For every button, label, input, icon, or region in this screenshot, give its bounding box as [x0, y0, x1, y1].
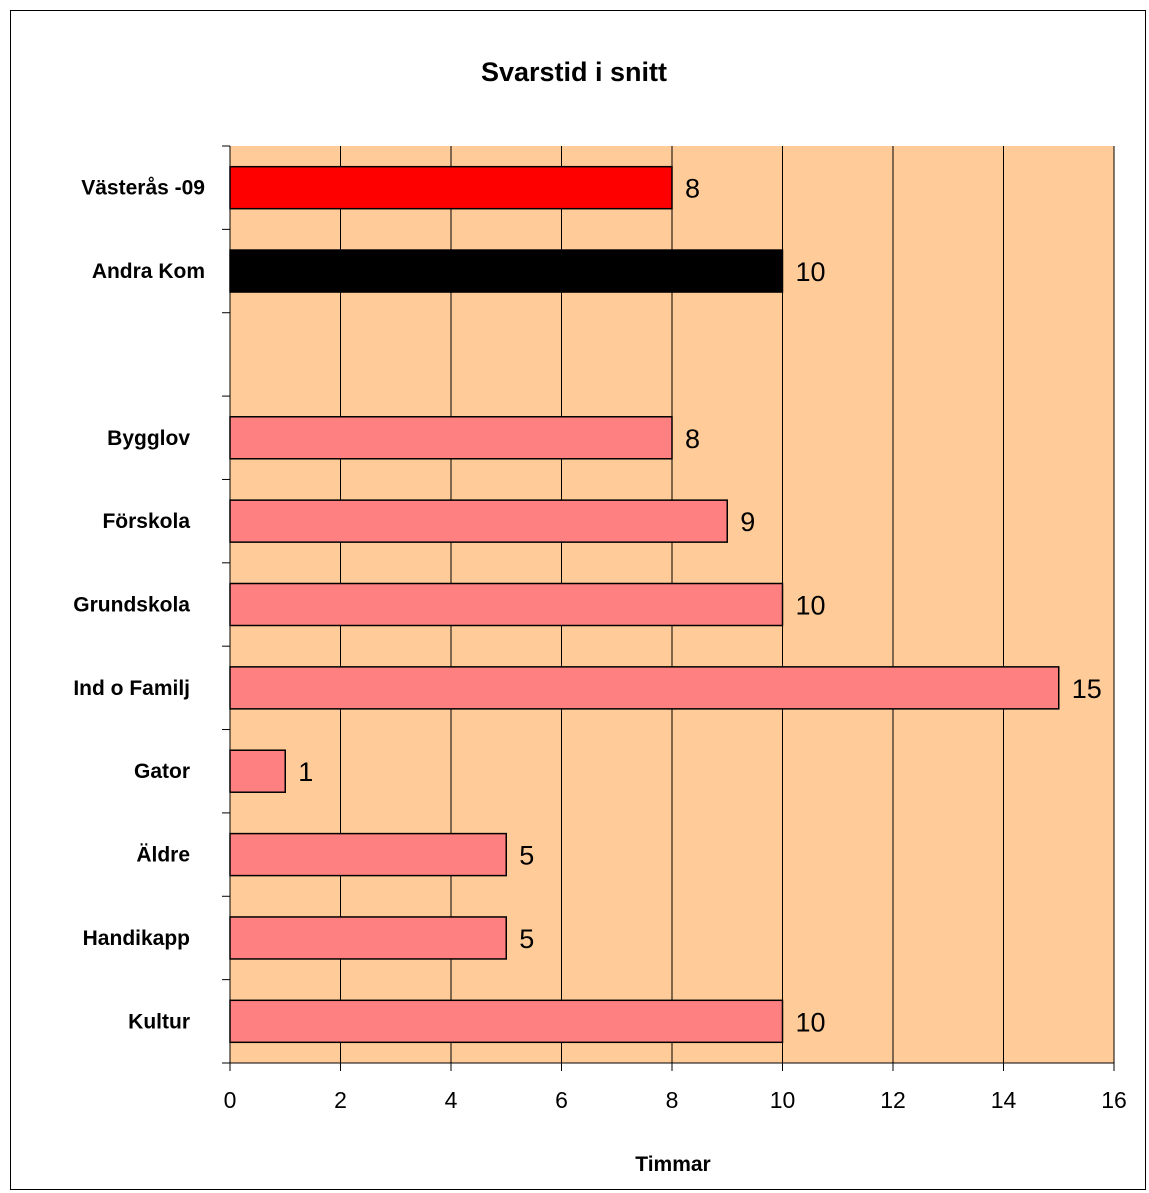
plot-area: 0 2 4 6 8 10 12 14 16 Västerås -09 8 Andra Kom 10 Byg…: [73, 145, 1127, 1113]
category-label: Gator: [134, 760, 190, 783]
bar: [229, 249, 784, 293]
x-tick-label: 10: [770, 1087, 796, 1113]
data-label: 10: [796, 591, 826, 621]
bar: [229, 749, 286, 793]
category-label: Grundskola: [73, 594, 190, 617]
chart-title: Svarstid i snitt: [481, 57, 667, 87]
x-tick-label: 12: [880, 1087, 906, 1113]
bar: [229, 999, 784, 1044]
category-label: Västerås -09: [81, 177, 205, 200]
bar: [229, 916, 507, 960]
data-label: 8: [685, 424, 700, 454]
x-tick-label: 8: [666, 1087, 679, 1113]
category-label: Ind o Familj: [73, 677, 190, 700]
data-label: 5: [519, 841, 534, 871]
data-label: 5: [519, 924, 534, 954]
data-label: 10: [796, 1007, 826, 1037]
x-tick-label: 16: [1101, 1087, 1127, 1113]
category-label: Förskola: [102, 510, 190, 533]
category-label: Bygglov: [107, 427, 190, 450]
category-label: Andra Kom: [92, 260, 205, 283]
data-label: 8: [685, 174, 700, 204]
bar: [229, 582, 784, 627]
data-label: 9: [740, 507, 755, 537]
category-label: Kultur: [128, 1010, 190, 1033]
bar: [229, 499, 728, 543]
data-label: 1: [298, 757, 313, 787]
x-axis-title: Timmar: [635, 1153, 710, 1176]
data-label: 10: [796, 257, 826, 287]
bar: [229, 666, 1060, 710]
x-tick-label: 0: [224, 1087, 237, 1113]
bar: [229, 832, 507, 877]
x-tick-label: 6: [555, 1087, 568, 1113]
x-tick-label: 14: [991, 1087, 1017, 1113]
data-label: 15: [1072, 674, 1102, 704]
x-tick-label: 2: [334, 1087, 347, 1113]
category-label: Handikapp: [83, 927, 190, 950]
x-tick-label: 4: [445, 1087, 458, 1113]
bar: [229, 416, 673, 460]
bar: [229, 165, 673, 210]
category-label: Äldre: [136, 844, 190, 867]
